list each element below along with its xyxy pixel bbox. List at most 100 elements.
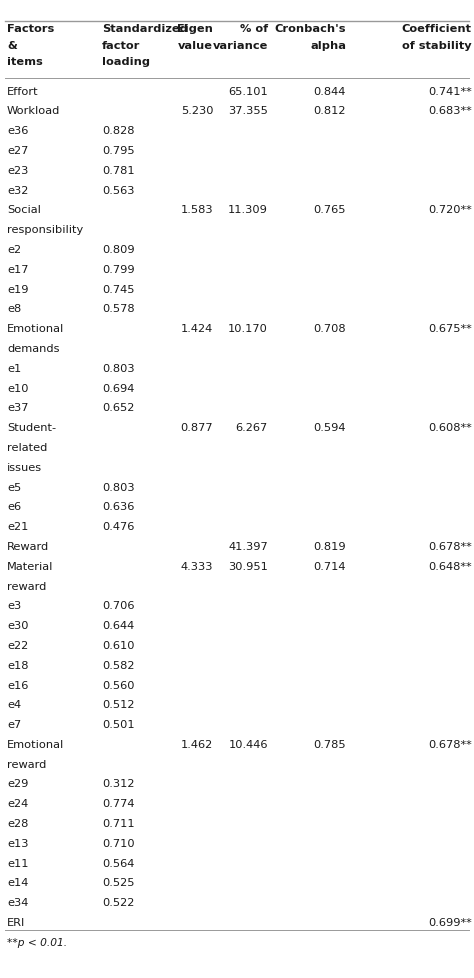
- Text: e34: e34: [7, 898, 28, 908]
- Text: 6.267: 6.267: [236, 422, 268, 432]
- Text: 0.636: 0.636: [102, 502, 134, 511]
- Text: issues: issues: [7, 463, 42, 472]
- Text: 30.951: 30.951: [228, 561, 268, 571]
- Text: e4: e4: [7, 699, 21, 710]
- Text: 0.522: 0.522: [102, 898, 134, 908]
- Text: 0.608**: 0.608**: [428, 422, 472, 432]
- Text: 0.594: 0.594: [313, 422, 346, 432]
- Text: e16: e16: [7, 680, 28, 689]
- Text: 0.644: 0.644: [102, 620, 134, 631]
- Text: e24: e24: [7, 798, 28, 809]
- Text: e6: e6: [7, 502, 21, 511]
- Text: 0.774: 0.774: [102, 798, 135, 809]
- Text: 0.610: 0.610: [102, 641, 135, 650]
- Text: e2: e2: [7, 244, 21, 254]
- Text: 65.101: 65.101: [228, 86, 268, 97]
- Text: 4.333: 4.333: [181, 561, 213, 571]
- Text: 0.799: 0.799: [102, 264, 135, 275]
- Text: e22: e22: [7, 641, 28, 650]
- Text: e19: e19: [7, 285, 28, 294]
- Text: **p < 0.01.: **p < 0.01.: [7, 937, 67, 947]
- Text: Social: Social: [7, 205, 41, 215]
- Text: Effort: Effort: [7, 86, 39, 97]
- Text: 0.720**: 0.720**: [428, 205, 472, 215]
- Text: Workload: Workload: [7, 107, 61, 116]
- Text: e14: e14: [7, 877, 28, 888]
- Text: 0.578: 0.578: [102, 304, 135, 314]
- Text: Emotional: Emotional: [7, 324, 64, 333]
- Text: e1: e1: [7, 364, 21, 374]
- Text: 0.312: 0.312: [102, 778, 135, 788]
- Text: 0.745: 0.745: [102, 285, 135, 294]
- Text: e8: e8: [7, 304, 21, 314]
- Text: 0.678**: 0.678**: [428, 739, 472, 749]
- Text: e29: e29: [7, 778, 28, 788]
- Text: 0.678**: 0.678**: [428, 542, 472, 552]
- Text: e23: e23: [7, 165, 28, 176]
- Text: 0.844: 0.844: [314, 86, 346, 97]
- Text: 41.397: 41.397: [228, 542, 268, 552]
- Text: 0.710: 0.710: [102, 838, 135, 848]
- Text: e28: e28: [7, 819, 28, 828]
- Text: 0.683**: 0.683**: [428, 107, 472, 116]
- Text: 0.708: 0.708: [313, 324, 346, 333]
- Text: 0.564: 0.564: [102, 858, 134, 867]
- Text: e32: e32: [7, 186, 28, 196]
- Text: of stability: of stability: [402, 41, 472, 51]
- Text: e18: e18: [7, 660, 28, 670]
- Text: 0.563: 0.563: [102, 186, 135, 196]
- Text: 0.648**: 0.648**: [428, 561, 472, 571]
- Text: 0.706: 0.706: [102, 600, 135, 610]
- Text: e11: e11: [7, 858, 28, 867]
- Text: reward: reward: [7, 759, 46, 769]
- Text: 0.795: 0.795: [102, 146, 135, 156]
- Text: 10.170: 10.170: [228, 324, 268, 333]
- Text: variance: variance: [212, 41, 268, 51]
- Text: e3: e3: [7, 600, 21, 610]
- Text: 0.560: 0.560: [102, 680, 135, 689]
- Text: factor: factor: [102, 41, 140, 51]
- Text: value: value: [178, 41, 213, 51]
- Text: % of: % of: [240, 24, 268, 34]
- Text: items: items: [7, 57, 43, 67]
- Text: 0.699**: 0.699**: [428, 917, 472, 927]
- Text: e30: e30: [7, 620, 28, 631]
- Text: Standardized: Standardized: [102, 24, 188, 34]
- Text: 0.828: 0.828: [102, 126, 135, 136]
- Text: loading: loading: [102, 57, 150, 67]
- Text: 10.446: 10.446: [228, 739, 268, 749]
- Text: Factors: Factors: [7, 24, 55, 34]
- Text: 11.309: 11.309: [228, 205, 268, 215]
- Text: Eigen: Eigen: [177, 24, 213, 34]
- Text: e36: e36: [7, 126, 28, 136]
- Text: e13: e13: [7, 838, 28, 848]
- Text: 0.694: 0.694: [102, 383, 134, 393]
- Text: related: related: [7, 442, 47, 453]
- Text: e5: e5: [7, 482, 21, 492]
- Text: Material: Material: [7, 561, 54, 571]
- Text: 0.819: 0.819: [313, 542, 346, 552]
- Text: 0.765: 0.765: [313, 205, 346, 215]
- Text: 0.809: 0.809: [102, 244, 135, 254]
- Text: e7: e7: [7, 720, 21, 730]
- Text: 1.462: 1.462: [181, 739, 213, 749]
- Text: 0.877: 0.877: [181, 422, 213, 432]
- Text: 0.741**: 0.741**: [428, 86, 472, 97]
- Text: e21: e21: [7, 521, 28, 532]
- Text: reward: reward: [7, 581, 46, 591]
- Text: ERI: ERI: [7, 917, 26, 927]
- Text: Coefficient: Coefficient: [401, 24, 472, 34]
- Text: e27: e27: [7, 146, 28, 156]
- Text: Reward: Reward: [7, 542, 49, 552]
- Text: 1.424: 1.424: [181, 324, 213, 333]
- Text: 0.785: 0.785: [313, 739, 346, 749]
- Text: alpha: alpha: [310, 41, 346, 51]
- Text: 0.476: 0.476: [102, 521, 134, 532]
- Text: 37.355: 37.355: [228, 107, 268, 116]
- Text: 0.582: 0.582: [102, 660, 135, 670]
- Text: 0.512: 0.512: [102, 699, 135, 710]
- Text: 0.711: 0.711: [102, 819, 135, 828]
- Text: Student-: Student-: [7, 422, 56, 432]
- Text: e10: e10: [7, 383, 28, 393]
- Text: Cronbach's: Cronbach's: [274, 24, 346, 34]
